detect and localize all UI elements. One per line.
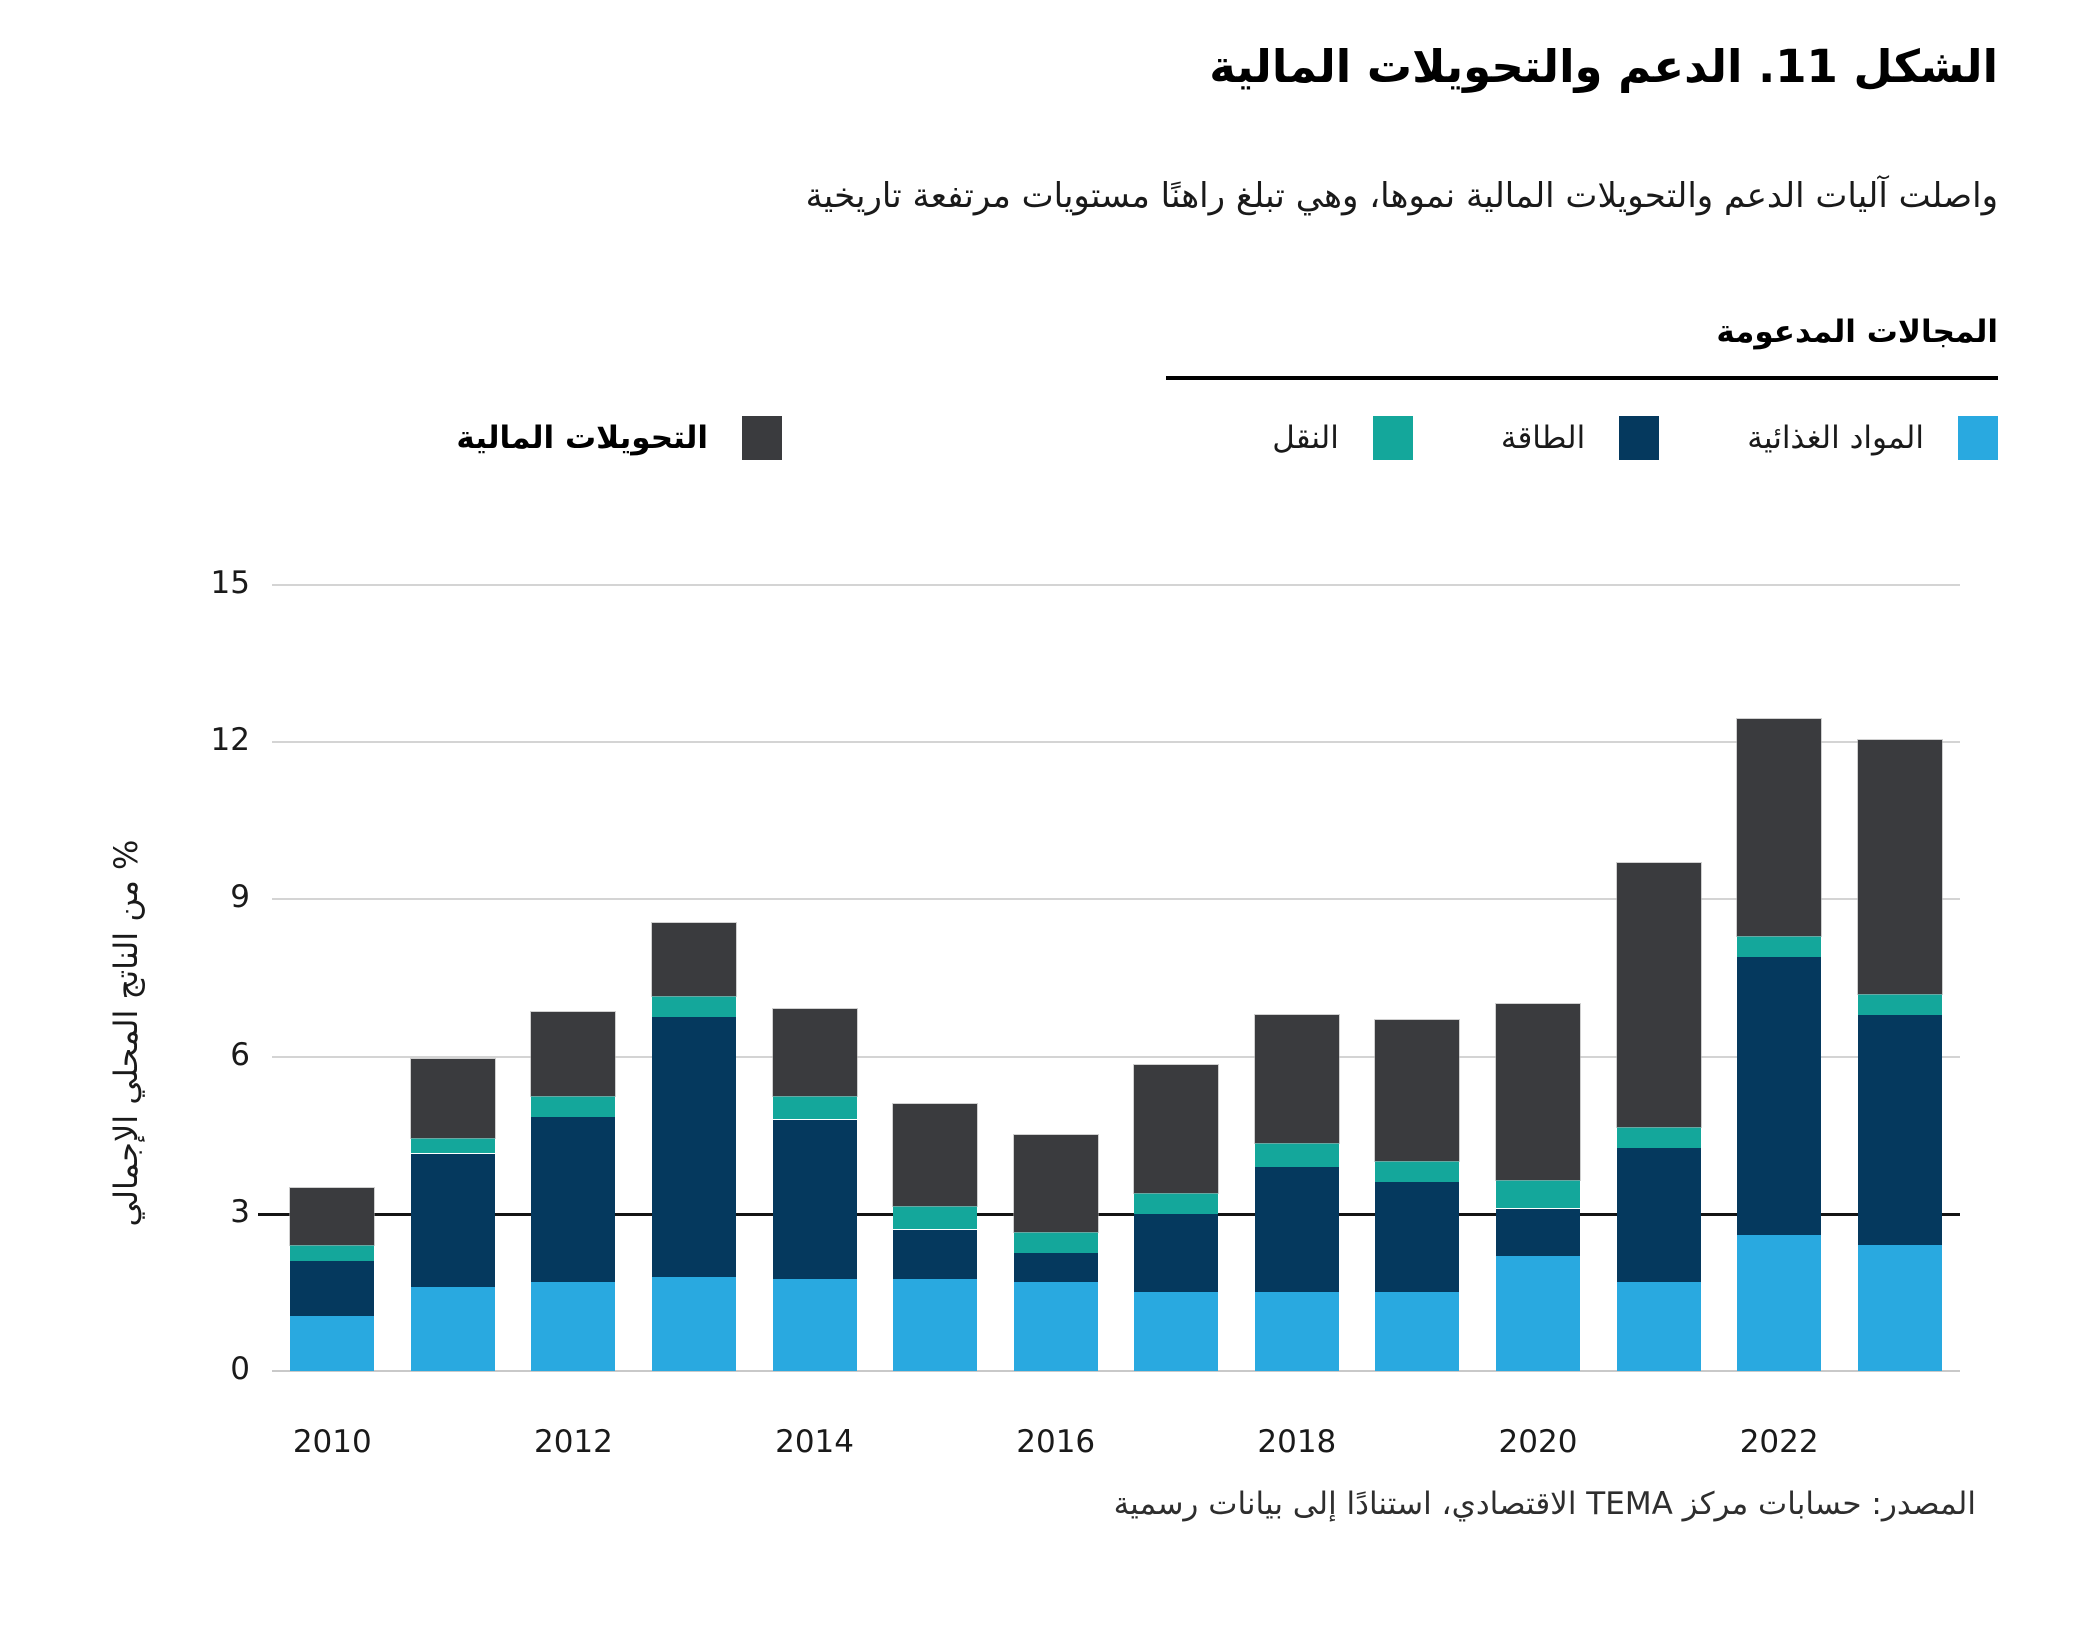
bar-2017-transport: [1134, 1192, 1219, 1214]
bar-2013-food: [652, 1276, 736, 1371]
bar-2017-transfers: [1134, 1064, 1219, 1193]
bar-2019-transport: [1375, 1161, 1460, 1183]
x-tick-label-2010: 2010: [292, 1424, 372, 1460]
bar-2014-food: [772, 1279, 857, 1371]
bar-2023-transport: [1857, 993, 1942, 1015]
bar-2021-food: [1616, 1281, 1701, 1371]
bar-2015-transfers: [893, 1103, 978, 1206]
legend-categories: المواد الغذائية الطاقة النقل: [1272, 416, 1998, 460]
bar-2013-transport: [652, 996, 736, 1018]
bar-2023-transfers: [1857, 739, 1942, 994]
gridline-3: [258, 1212, 1960, 1216]
energy-legend-swatch: [1619, 416, 1660, 460]
x-tick-label-2022: 2022: [1739, 1424, 1819, 1460]
bar-2012-food: [531, 1281, 616, 1371]
legend-group-title: المجالات المدعومة: [1716, 314, 1998, 350]
bar-2012-transfers: [531, 1012, 616, 1096]
bar-2021-transfers: [1616, 862, 1701, 1128]
food-legend-swatch: [1958, 416, 1998, 460]
gridline-15: [272, 584, 1960, 586]
y-axis-title: % من الناتج المحلي الإجمالي: [107, 839, 145, 1227]
bar-2010-transport: [290, 1245, 375, 1261]
x-tick-label-2018: 2018: [1257, 1424, 1337, 1460]
bar-2018-energy: [1254, 1166, 1339, 1293]
bar-2020-energy: [1496, 1208, 1580, 1256]
y-tick-label-15: 15: [210, 565, 250, 601]
bar-2015-transport: [893, 1205, 978, 1230]
bar-2014-energy: [772, 1119, 857, 1280]
legend: المواد الغذائية الطاقة النقل التحويلات الم…: [0, 416, 2084, 464]
x-tick-label-2012: 2012: [533, 1424, 613, 1460]
figure-subtitle: واصلت آليات الدعم والتحويلات المالية نمو…: [805, 176, 1998, 216]
transport-legend-swatch: [1372, 416, 1413, 460]
x-tick-label-2014: 2014: [775, 1424, 855, 1460]
bar-2014-transport: [772, 1095, 857, 1120]
bar-2021-energy: [1616, 1148, 1701, 1282]
gridline-9: [272, 898, 1960, 901]
y-tick-label-9: 9: [230, 879, 250, 916]
bar-2015-energy: [893, 1229, 978, 1280]
y-tick-label-0: 0: [230, 1351, 250, 1387]
bar-2019-transfers: [1375, 1019, 1460, 1162]
gridline-6: [272, 1055, 1960, 1058]
bar-2020-transport: [1496, 1179, 1580, 1209]
y-tick-label-12: 12: [210, 722, 250, 759]
bar-2016-food: [1013, 1281, 1098, 1371]
transport-legend-label: النقل: [1272, 420, 1339, 456]
bar-2010-transfers: [290, 1187, 375, 1246]
bar-2022-transport: [1737, 936, 1822, 958]
food-legend-label: المواد الغذائية: [1747, 420, 1924, 456]
legend-item-food: المواد الغذائية: [1747, 416, 1998, 460]
bar-2019-energy: [1375, 1182, 1460, 1293]
legend-item-energy: الطاقة: [1500, 416, 1660, 460]
bar-2021-transport: [1616, 1127, 1701, 1149]
bar-2022-transfers: [1737, 718, 1822, 937]
transfers-legend-swatch: [742, 416, 782, 460]
transfers-legend-label: التحويلات المالية: [456, 420, 708, 456]
bar-2011-food: [410, 1287, 495, 1371]
bar-2011-transfers: [410, 1059, 495, 1138]
bar-2023-energy: [1857, 1014, 1942, 1246]
chart-plot: [258, 584, 1960, 1372]
gridline-12: [272, 741, 1960, 744]
bar-2016-transfers: [1013, 1135, 1098, 1233]
bar-2017-food: [1134, 1292, 1219, 1371]
source-note: المصدر: حسابات مركز TEMA الاقتصادي، استن…: [1113, 1486, 1976, 1522]
bar-2022-energy: [1737, 957, 1822, 1235]
bar-2010-energy: [290, 1261, 375, 1316]
bar-2020-food: [1496, 1255, 1580, 1371]
bar-2012-energy: [531, 1116, 616, 1282]
gridline-0: [272, 1370, 1960, 1372]
bar-2010-food: [290, 1316, 375, 1371]
legend-item-transport: النقل: [1272, 416, 1413, 460]
bar-2012-transport: [531, 1095, 616, 1117]
y-tick-label-6: 6: [230, 1036, 250, 1073]
bar-2011-transport: [410, 1137, 495, 1154]
x-tick-label-2016: 2016: [1016, 1424, 1096, 1460]
bar-2013-transfers: [652, 923, 736, 997]
y-tick-label-3: 3: [230, 1193, 250, 1230]
bar-2013-energy: [652, 1017, 736, 1277]
bar-2016-energy: [1013, 1253, 1098, 1282]
bar-2020-transfers: [1496, 1004, 1580, 1180]
bar-2015-food: [893, 1279, 978, 1371]
figure-title: الشكل 11. الدعم والتحويلات المالية: [1209, 40, 1998, 93]
bar-2022-food: [1737, 1234, 1822, 1371]
bar-2011-energy: [410, 1153, 495, 1288]
bar-2014-transfers: [772, 1009, 857, 1096]
legend-underline: [1166, 376, 1998, 380]
x-tick-label-2020: 2020: [1498, 1424, 1578, 1460]
bar-2018-transport: [1254, 1143, 1339, 1167]
legend-item-transfers: التحويلات المالية: [456, 416, 782, 460]
energy-legend-label: الطاقة: [1500, 420, 1586, 456]
bar-2019-food: [1375, 1292, 1460, 1371]
bar-2023-food: [1857, 1245, 1942, 1371]
bar-2018-transfers: [1254, 1014, 1339, 1144]
bar-2017-energy: [1134, 1213, 1219, 1293]
bar-2018-food: [1254, 1292, 1339, 1371]
bar-2016-transport: [1013, 1232, 1098, 1254]
